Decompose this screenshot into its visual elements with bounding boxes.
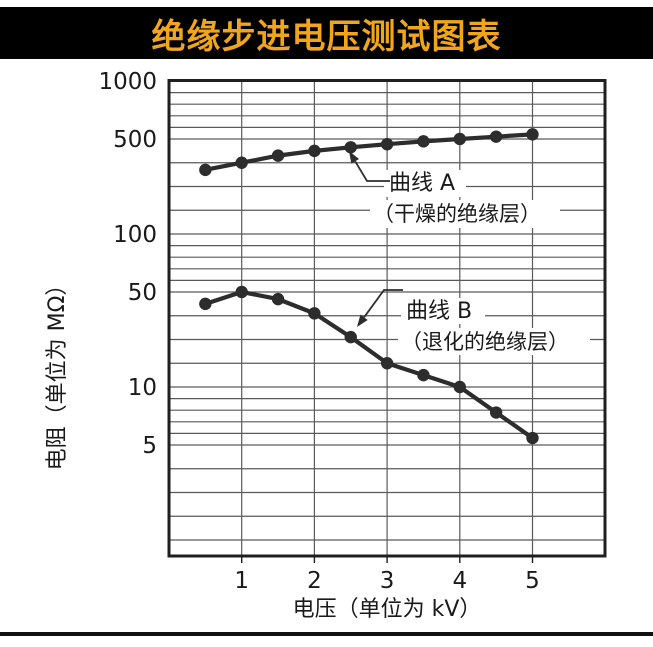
data-point [308,144,321,158]
x-tick-label: 4 [452,568,467,594]
data-point [235,285,248,299]
data-point [271,149,285,162]
x-tick-label: 1 [234,568,249,594]
data-point [199,163,212,177]
leader-line [354,160,390,182]
x-tick-label: 5 [525,568,540,594]
bottom-divider [0,632,653,636]
data-point [526,431,539,445]
series-sublabel: （退化的绝缘层） [401,330,569,354]
data-point [417,135,430,148]
y-axis-title: 电阻（单位为 MΩ） [45,274,70,471]
data-point [344,330,357,344]
y-tick-label: 500 [113,127,157,153]
series-label: 曲线 B [406,299,472,324]
series-line-a [203,132,535,172]
title-bar: 绝缘步进电压测试图表 [0,7,653,59]
data-point [453,380,466,394]
leader-line [363,289,403,318]
data-point [526,128,539,141]
series-line-b [203,289,535,441]
data-point [344,141,357,154]
data-point [271,292,285,306]
x-tick-label: 2 [307,568,322,594]
data-point [380,357,394,370]
arrowhead-icon [357,314,368,327]
arrowhead-icon [349,151,360,164]
data-point [489,130,503,143]
data-point [489,406,503,419]
annotation-mask [401,298,485,324]
y-tick-label: 10 [128,375,157,401]
data-point [380,138,394,151]
annotation-mask [398,328,590,355]
x-axis-title: 电压（单位为 kV） [293,597,482,622]
x-tick-label: 3 [380,568,395,594]
plot-frame [167,79,607,558]
data-point [235,156,248,169]
y-tick-label: 50 [128,280,157,306]
data-point [199,297,212,311]
data-point [417,368,430,382]
data-point [308,307,321,320]
figure-title: 绝缘步进电压测试图表 [151,16,502,57]
y-tick-label: 100 [113,222,157,248]
annotation-mask [370,200,560,228]
y-tick-label: 5 [142,433,157,459]
annotation-mask [384,170,466,197]
data-point [453,132,466,146]
series-sublabel: （干燥的绝缘层） [373,202,541,226]
series-label: 曲线 A [389,171,455,196]
y-tick-label: 1000 [98,69,157,95]
